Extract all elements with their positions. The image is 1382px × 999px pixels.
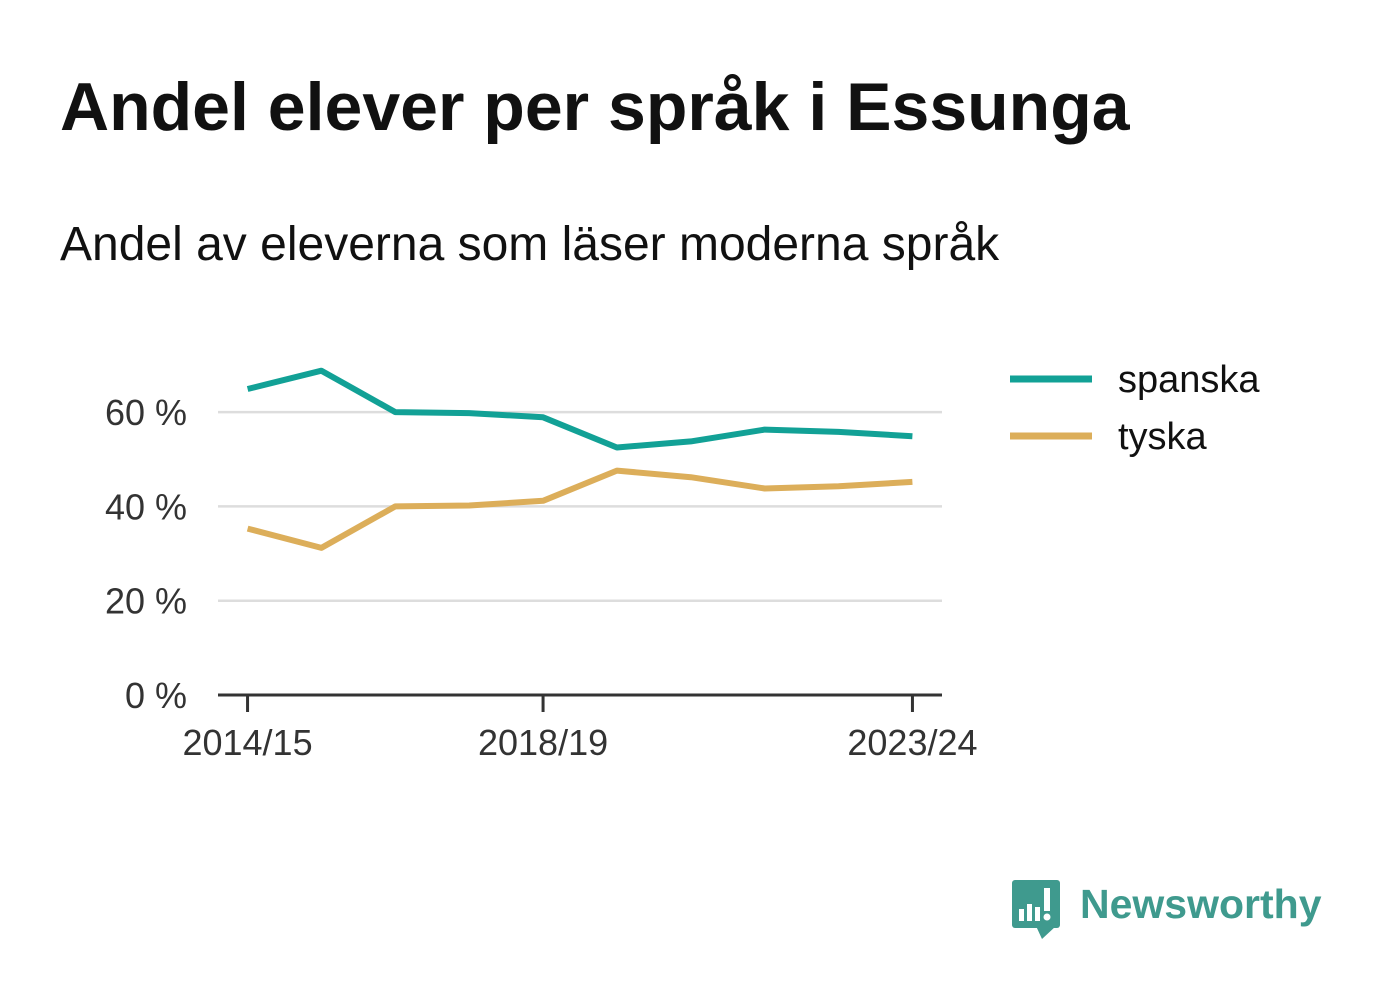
legend-item-tyska: tyska — [1010, 416, 1208, 458]
legend-item-spanska: spanska — [1010, 359, 1260, 401]
legend: spanska tyska — [1010, 359, 1260, 458]
y-tick-label: 60 % — [105, 392, 187, 433]
x-tick-label: 2014/15 — [182, 722, 312, 763]
x-tick-label: 2023/24 — [847, 722, 977, 763]
y-axis: 0 % 20 % 40 % 60 % — [105, 392, 187, 716]
legend-label: tyska — [1118, 416, 1208, 458]
x-axis: 2014/15 2018/19 2023/24 — [182, 693, 978, 763]
brand-name: Newsworthy — [1080, 881, 1322, 927]
series-line-tyska — [246, 467, 913, 551]
y-tick-label: 20 % — [105, 581, 187, 622]
legend-label: spanska — [1118, 359, 1260, 401]
x-tick-label: 2018/19 — [478, 722, 608, 763]
chart-subtitle: Andel av eleverna som läser moderna språ… — [60, 218, 1000, 271]
y-tick-label: 40 % — [105, 486, 187, 527]
y-tick-label: 0 % — [125, 675, 187, 716]
grid-lines — [218, 410, 942, 602]
newsworthy-logo: Newsworthy — [1012, 880, 1322, 939]
chart-title: Andel elever per språk i Essunga — [60, 69, 1130, 145]
newsworthy-logo-icon — [1012, 880, 1060, 939]
series-line-spanska — [246, 367, 913, 451]
series-lines — [246, 367, 913, 551]
